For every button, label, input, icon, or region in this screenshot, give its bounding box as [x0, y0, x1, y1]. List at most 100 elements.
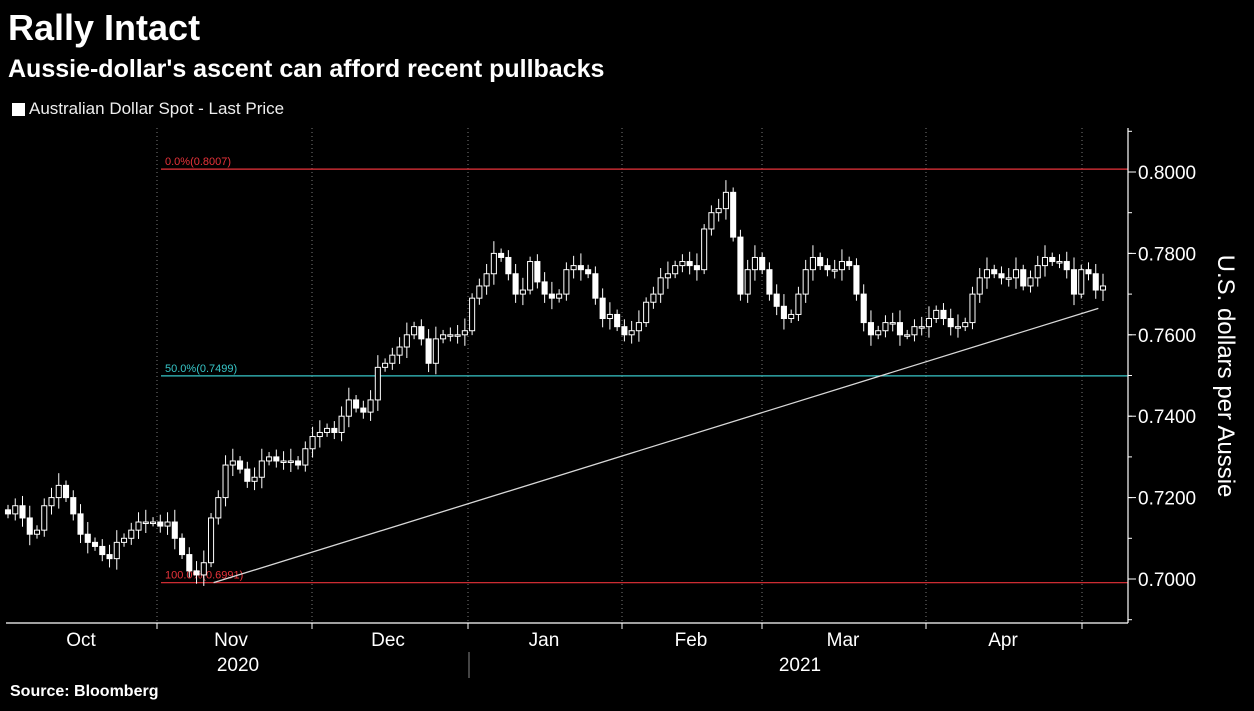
candle-26: [193, 561, 200, 584]
candle-131: [954, 314, 962, 338]
candle-59: [432, 326, 439, 375]
candle-82: [599, 288, 606, 328]
candle-body-27: [200, 562, 207, 576]
candle-85: [621, 319, 628, 342]
candle-23: [171, 509, 178, 550]
candle-body-144: [1049, 256, 1056, 263]
candle-124: [904, 329, 911, 340]
candle-body-146: [1063, 261, 1070, 271]
candle-body-142: [1034, 265, 1041, 279]
candle-body-60: [440, 334, 447, 340]
candle-139: [1012, 257, 1020, 289]
fib-label-0: 0.0%(0.8007): [165, 156, 231, 168]
candle-body-100: [730, 191, 737, 238]
candle-body-105: [766, 269, 773, 295]
candle-88: [643, 297, 650, 327]
candle-80: [585, 264, 592, 279]
candle-94: [686, 251, 693, 275]
candle-91: [664, 261, 671, 289]
candle-15: [113, 530, 120, 570]
candle-body-45: [331, 427, 338, 433]
candle-body-115: [838, 261, 845, 271]
candle-body-47: [345, 399, 352, 417]
candle-72: [527, 256, 534, 295]
candle-body-86: [628, 330, 635, 336]
candle-119: [867, 310, 874, 346]
candle-body-71: [519, 289, 526, 295]
candle-20: [149, 517, 157, 527]
candle-body-64: [469, 297, 476, 332]
candle-body-57: [418, 326, 425, 340]
y-tick-label-4: 0.7800: [1138, 244, 1196, 265]
candle-113: [824, 258, 831, 277]
candle-60: [440, 329, 447, 344]
candle-body-66: [483, 273, 490, 287]
candle-50: [367, 390, 374, 421]
candle-3: [26, 505, 33, 546]
candle-body-90: [657, 277, 664, 295]
candle-106: [773, 284, 780, 316]
candles: [4, 180, 1107, 586]
candle-27: [200, 550, 207, 586]
candle-body-63: [461, 330, 468, 336]
candle-body-83: [606, 313, 613, 320]
candle-126: [918, 316, 925, 336]
y-tick-label-5: 0.8000: [1138, 163, 1196, 184]
candle-body-134: [976, 277, 983, 295]
candle-body-130: [947, 318, 954, 328]
candle-123: [896, 310, 903, 346]
candle-body-133: [969, 293, 976, 324]
candle-151: [1099, 273, 1107, 302]
candle-body-102: [744, 269, 751, 295]
candle-body-77: [563, 269, 570, 295]
candle-12: [91, 537, 99, 551]
candle-47: [345, 387, 352, 428]
candle-body-11: [84, 533, 91, 543]
candle-99: [722, 180, 729, 220]
candle-51: [374, 355, 381, 411]
candle-141: [1027, 270, 1034, 293]
candle-89: [650, 286, 657, 309]
candle-115: [838, 249, 845, 281]
candle-body-24: [179, 537, 186, 556]
candle-8: [62, 480, 70, 502]
candle-body-89: [650, 293, 657, 303]
candle-body-68: [498, 252, 505, 258]
candle-body-78: [570, 265, 577, 271]
x-tick-label-0: Oct: [66, 630, 96, 651]
candle-71: [519, 277, 526, 306]
candle-body-92: [672, 265, 679, 275]
candle-142: [1034, 255, 1041, 287]
candle-2: [19, 495, 26, 527]
candle-body-28: [208, 517, 215, 564]
candle-body-84: [614, 313, 621, 328]
candle-76: [556, 289, 563, 303]
candle-body-19: [142, 521, 149, 525]
candle-1: [12, 498, 19, 521]
x-tick-label-6: Apr: [988, 630, 1018, 651]
candle-body-104: [759, 256, 766, 271]
candle-body-58: [425, 338, 432, 364]
candle-11: [84, 522, 91, 554]
candle-39: [287, 448, 294, 472]
candle-body-117: [853, 265, 860, 295]
candle-body-139: [1012, 269, 1020, 279]
candle-4: [33, 525, 41, 539]
candle-87: [635, 310, 642, 342]
candle-body-5: [41, 505, 48, 531]
candle-6: [48, 487, 55, 515]
candle-body-80: [585, 269, 592, 275]
candle-32: [237, 456, 244, 474]
candle-body-65: [476, 285, 483, 299]
candle-68: [498, 248, 505, 262]
candle-body-30: [222, 464, 229, 499]
candle-body-56: [411, 326, 418, 336]
candle-body-13: [99, 545, 106, 556]
fib-label-1: 50.0%(0.7499): [165, 363, 237, 375]
candle-body-36: [266, 456, 273, 462]
candle-body-59: [432, 338, 439, 364]
candle-109: [795, 286, 802, 322]
chart-title: Rally Intact: [8, 7, 201, 48]
candle-111: [809, 245, 816, 281]
candle-body-51: [374, 366, 381, 401]
